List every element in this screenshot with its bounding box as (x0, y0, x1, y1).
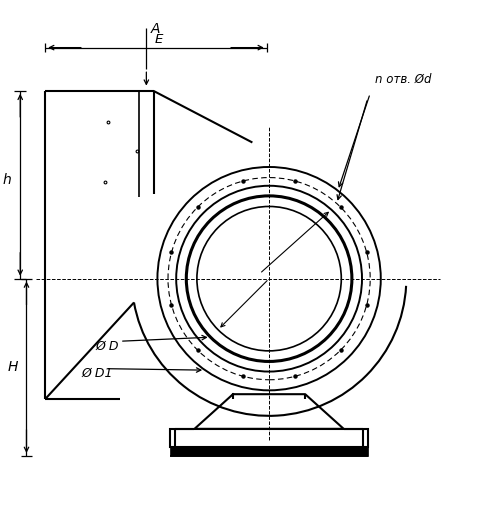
Text: h: h (3, 173, 12, 187)
Text: H: H (7, 360, 18, 374)
Text: Ø D1: Ø D1 (81, 367, 113, 380)
Text: n отв. Ød: n отв. Ød (375, 72, 432, 85)
FancyBboxPatch shape (170, 429, 368, 447)
Text: Ø D: Ø D (96, 340, 120, 353)
Bar (170, 447, 368, 456)
Text: E: E (155, 33, 164, 46)
Text: A: A (151, 22, 161, 35)
